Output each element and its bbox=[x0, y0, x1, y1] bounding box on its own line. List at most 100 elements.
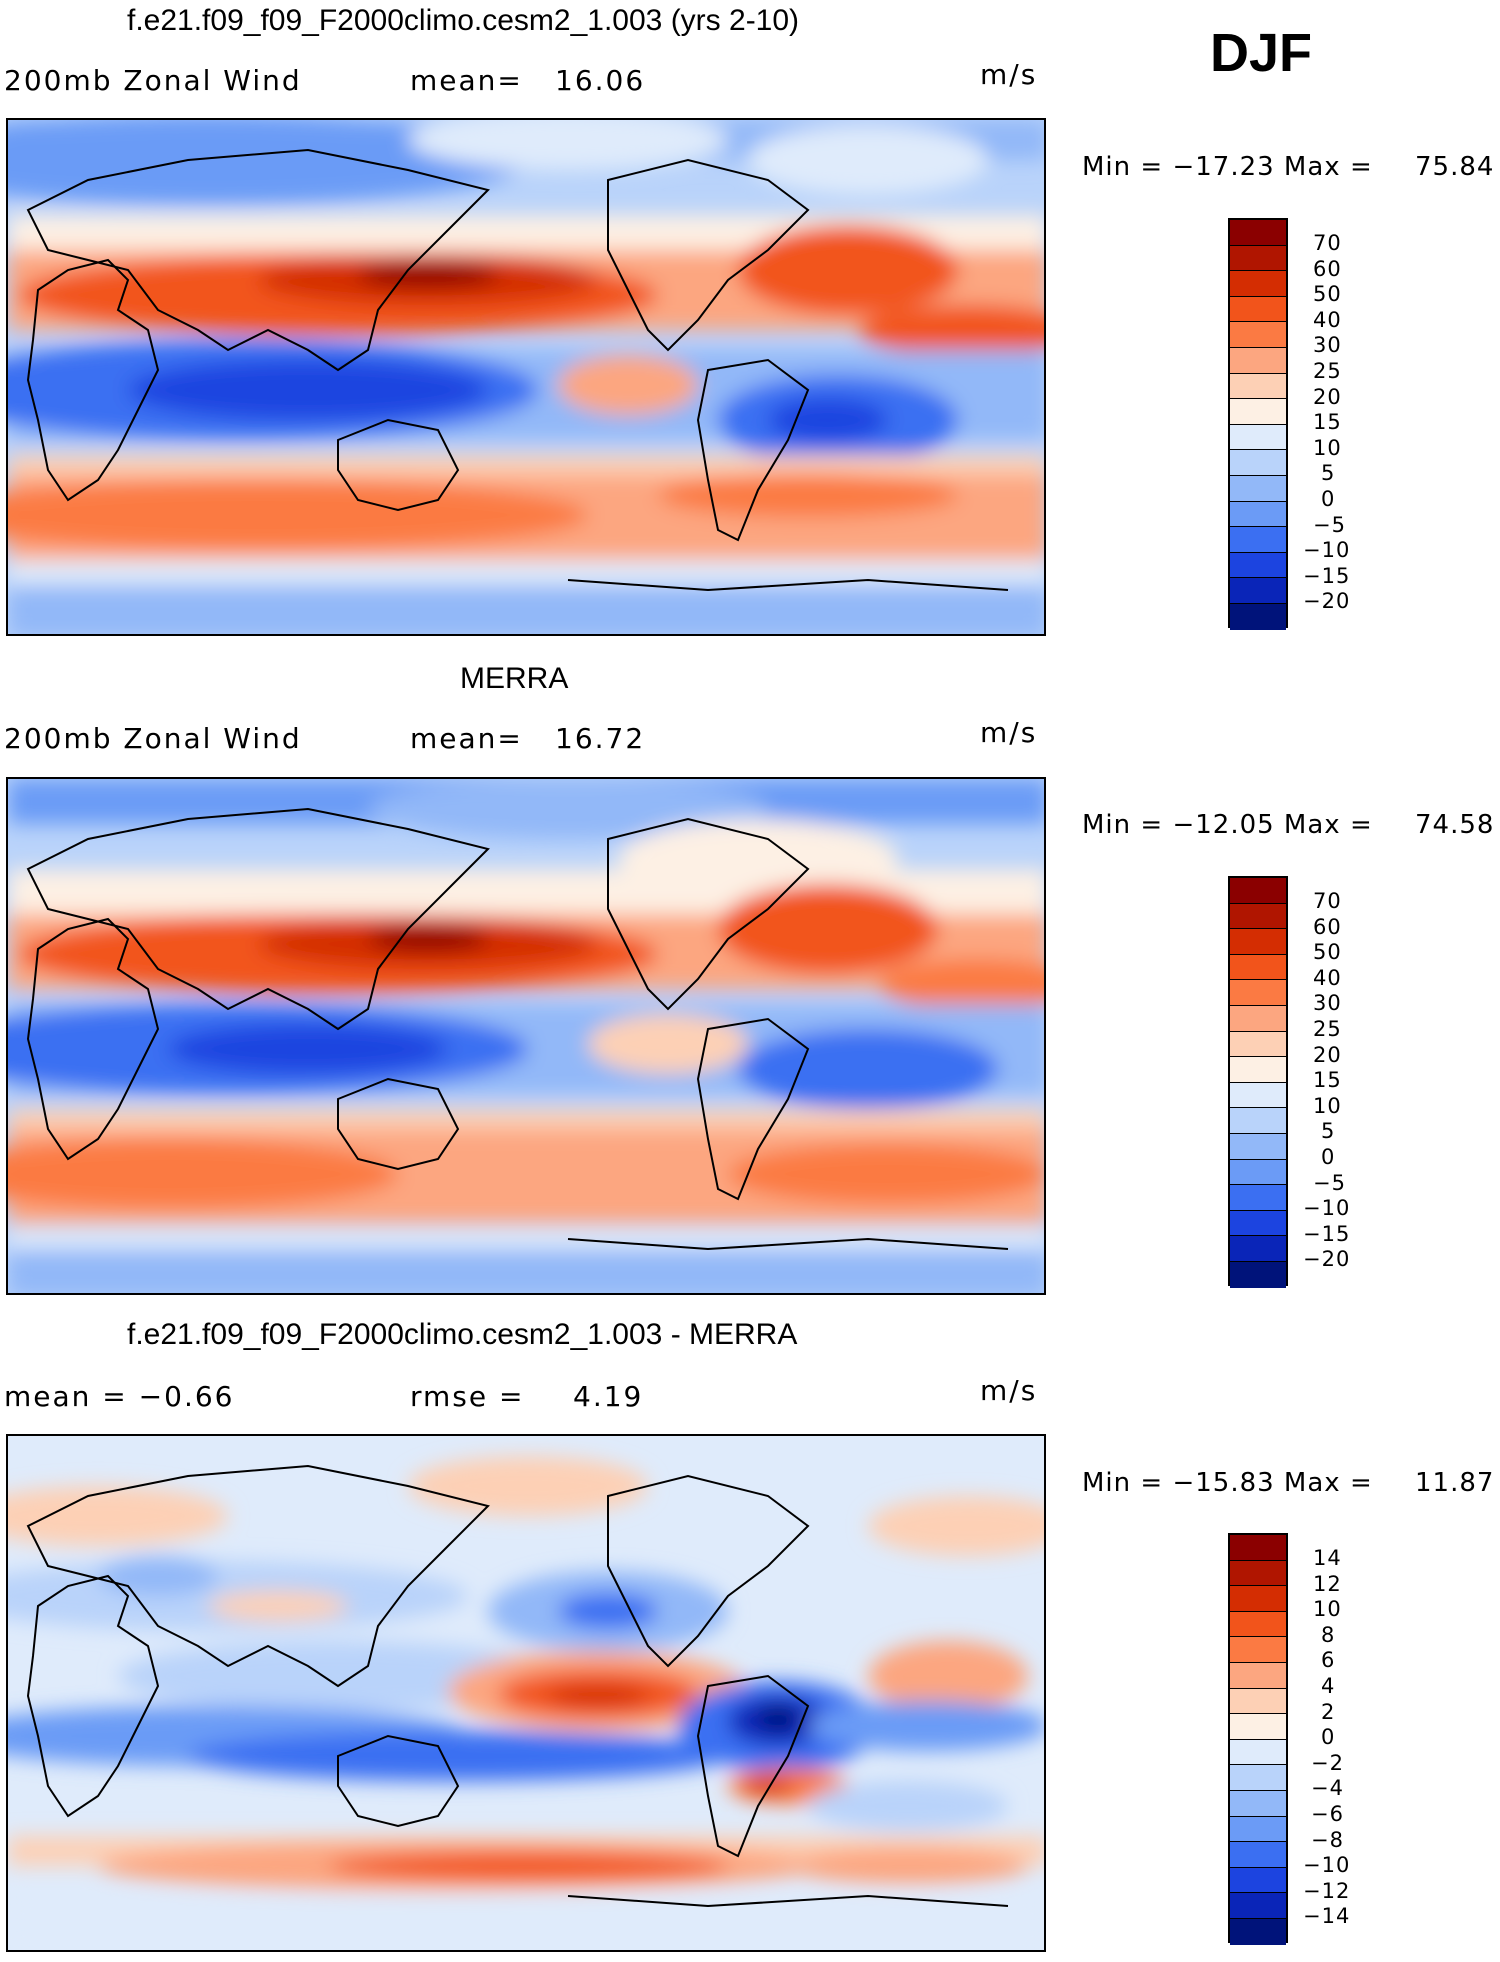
colorbar-tick-label: 15 bbox=[1313, 1068, 1342, 1092]
colorbar-segment bbox=[1230, 1893, 1286, 1919]
colorbar-segment bbox=[1230, 1031, 1286, 1058]
colorbar-tick-label: 25 bbox=[1313, 359, 1342, 383]
panel-obs-mean-value: 16.72 bbox=[555, 722, 646, 755]
panel-model-title: f.e21.f09_f09_F2000climo.cesm2_1.003 (yr… bbox=[127, 4, 800, 37]
colorbar-segment bbox=[1230, 1210, 1286, 1237]
colorbar-segment bbox=[1230, 271, 1286, 297]
colorbar-tick-label: 0 bbox=[1321, 487, 1336, 511]
colorbar-tick-label: 6 bbox=[1321, 1648, 1336, 1672]
panel-diff-map bbox=[6, 1434, 1046, 1952]
colorbar-segment bbox=[1230, 929, 1286, 955]
colorbar-tick-label: −6 bbox=[1311, 1802, 1344, 1826]
colorbar-segment bbox=[1230, 1057, 1286, 1083]
colorbar-tick-label: −14 bbox=[1303, 1904, 1351, 1928]
colorbar-segment bbox=[1230, 1611, 1286, 1638]
colorbar-segment bbox=[1230, 1560, 1286, 1587]
colorbar-tick-label: 2 bbox=[1321, 1700, 1336, 1724]
colorbar-tick-label: −5 bbox=[1313, 1171, 1346, 1195]
colorbar-tick-label: 5 bbox=[1321, 1119, 1336, 1143]
colorbar-segment bbox=[1230, 1688, 1286, 1715]
colorbar-tick-label: −10 bbox=[1303, 1196, 1351, 1220]
colorbar-tick-label: 40 bbox=[1313, 308, 1342, 332]
colorbar-segment bbox=[1230, 954, 1286, 981]
colorbar-tick-label: 5 bbox=[1321, 461, 1336, 485]
colorbar-tick-label: 50 bbox=[1313, 282, 1342, 306]
panel-model-mean-value: 16.06 bbox=[555, 64, 646, 97]
panel-diff-rmse-key: rmse = bbox=[410, 1380, 525, 1413]
panel-obs-map bbox=[6, 777, 1046, 1295]
colorbar-tick-label: 4 bbox=[1321, 1674, 1336, 1698]
panel-obs-variable-label: 200mb Zonal Wind bbox=[4, 722, 302, 755]
colorbar-tick-label: 30 bbox=[1313, 991, 1342, 1015]
colorbar-tick-label: 40 bbox=[1313, 966, 1342, 990]
colorbar-segment bbox=[1230, 347, 1286, 374]
colorbar-segment bbox=[1230, 1108, 1286, 1134]
colorbar-tick-label: 8 bbox=[1321, 1623, 1336, 1647]
panel-obs-units: m/s bbox=[980, 716, 1038, 749]
colorbar-tick-label: −10 bbox=[1303, 538, 1351, 562]
colorbar-tick-label: 70 bbox=[1313, 889, 1342, 913]
colorbar-segment bbox=[1230, 1765, 1286, 1791]
colorbar-segment bbox=[1230, 1159, 1286, 1186]
colorbar-segment bbox=[1230, 578, 1286, 604]
colorbar-segment bbox=[1230, 296, 1286, 323]
colorbar-tick-label: 10 bbox=[1313, 436, 1342, 460]
colorbar-tick-label: 60 bbox=[1313, 915, 1342, 939]
colorbar-tick-label: 0 bbox=[1321, 1725, 1336, 1749]
colorbar-tick-label: 20 bbox=[1313, 385, 1342, 409]
colorbar-tick-label: −15 bbox=[1303, 1222, 1351, 1246]
colorbar-segment bbox=[1230, 475, 1286, 502]
panel-obs-max-value: 74.58 bbox=[1415, 810, 1495, 840]
colorbar-segment bbox=[1230, 1662, 1286, 1689]
colorbar-tick-label: −4 bbox=[1311, 1776, 1344, 1800]
colorbar-segment bbox=[1230, 220, 1286, 246]
colorbar-tick-label: 10 bbox=[1313, 1597, 1342, 1621]
colorbar-segment bbox=[1230, 1535, 1286, 1561]
colorbar-segment bbox=[1230, 903, 1286, 930]
colorbar-segment bbox=[1230, 980, 1286, 1006]
panel-model-variable-label: 200mb Zonal Wind bbox=[4, 64, 302, 97]
colorbar-tick-label: 10 bbox=[1313, 1094, 1342, 1118]
colorbar-tick-label: −20 bbox=[1303, 589, 1351, 613]
colorbar-segment bbox=[1230, 373, 1286, 400]
colorbar-tick-label: −15 bbox=[1303, 564, 1351, 588]
panel-model-max-value: 75.84 bbox=[1415, 152, 1495, 182]
colorbar-tick-label: 12 bbox=[1313, 1572, 1342, 1596]
colorbar-tick-label: 70 bbox=[1313, 231, 1342, 255]
colorbar-segment bbox=[1230, 1637, 1286, 1663]
panel-diff-max-value: 11.87 bbox=[1415, 1468, 1495, 1498]
panel-model-units: m/s bbox=[980, 58, 1038, 91]
colorbar-segment bbox=[1230, 501, 1286, 528]
colorbar-tick-label: 0 bbox=[1321, 1145, 1336, 1169]
colorbar-segment bbox=[1230, 322, 1286, 348]
colorbar-segment bbox=[1230, 1714, 1286, 1740]
panel-model-min-max: Min = −17.23 Max = bbox=[1082, 152, 1373, 182]
panel-diff-title: f.e21.f09_f09_F2000climo.cesm2_1.003 - M… bbox=[127, 1318, 798, 1351]
colorbar-segment bbox=[1230, 1816, 1286, 1843]
colorbar-segment bbox=[1230, 1236, 1286, 1262]
panel-obs-title: MERRA bbox=[460, 662, 569, 695]
colorbar-segment bbox=[1230, 1586, 1286, 1612]
colorbar-segment bbox=[1230, 552, 1286, 579]
colorbar-segment bbox=[1230, 399, 1286, 425]
colorbar-tick-label: −12 bbox=[1303, 1879, 1351, 1903]
colorbar-segment bbox=[1230, 1261, 1286, 1288]
panel-diff-mean-label: mean = −0.66 bbox=[4, 1380, 235, 1413]
colorbar-tick-label: 14 bbox=[1313, 1546, 1342, 1570]
panel-obs-map-svg bbox=[8, 779, 1044, 1293]
colorbar-segment bbox=[1230, 1867, 1286, 1894]
colorbar-tick-label: −5 bbox=[1313, 513, 1346, 537]
panel-model-mean-key: mean= bbox=[410, 64, 523, 97]
colorbar-segment bbox=[1230, 1133, 1286, 1160]
colorbar-segment bbox=[1230, 603, 1286, 630]
panel-obs-min-max: Min = −12.05 Max = bbox=[1082, 810, 1373, 840]
colorbar-tick-label: −10 bbox=[1303, 1853, 1351, 1877]
colorbar-tick-label: −2 bbox=[1311, 1751, 1344, 1775]
colorbar-segment bbox=[1230, 1842, 1286, 1868]
panel-model-colorbar bbox=[1228, 218, 1288, 630]
panel-obs-colorbar bbox=[1228, 876, 1288, 1288]
colorbar-tick-label: 50 bbox=[1313, 940, 1342, 964]
panel-obs-mean-key: mean= bbox=[410, 722, 523, 755]
panel-diff-rmse-value: 4.19 bbox=[573, 1380, 644, 1413]
